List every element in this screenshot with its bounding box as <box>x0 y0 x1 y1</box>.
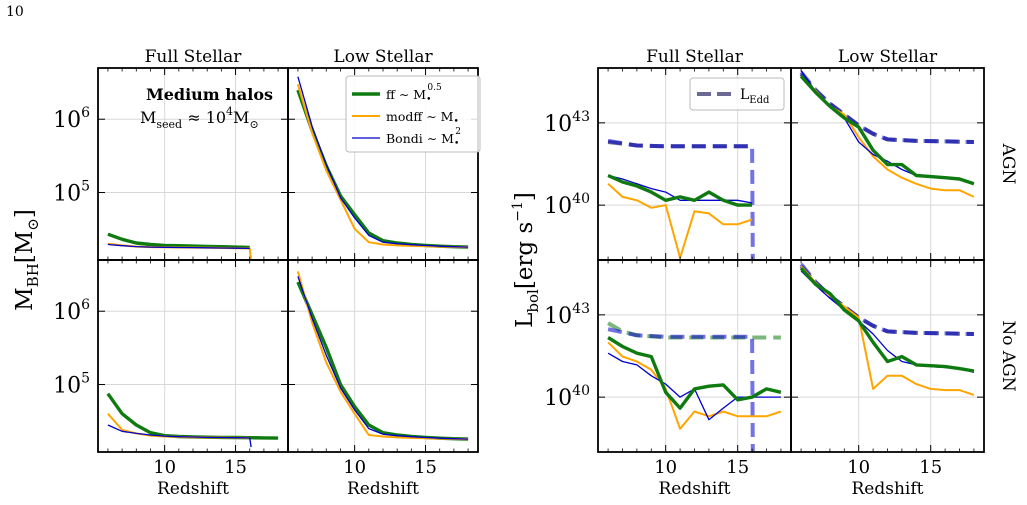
series-line-modff <box>607 341 782 430</box>
column-title: Low Stellar <box>333 47 433 67</box>
series-line-edd_ff <box>799 264 974 336</box>
y-axis-label-mbh: MBH[M⊙] <box>12 209 42 311</box>
series-line-modff <box>607 183 753 259</box>
annotation-title: Medium halos <box>146 85 273 104</box>
column-title: Full Stellar <box>646 47 744 67</box>
x-tick-label: 10 <box>847 457 870 478</box>
series-line-edd_bondi <box>799 70 974 144</box>
x-axis-label: Redshift <box>157 479 229 499</box>
row-label: AGN <box>998 143 1018 185</box>
series-line-bondi <box>800 270 975 374</box>
panel-mbh-r1c0 <box>97 259 289 453</box>
y-tick-label: 1040 <box>544 191 590 219</box>
series-line-edd_bondi <box>799 262 974 336</box>
y-tick-label: 1040 <box>544 383 590 411</box>
y-axis-label-lbol: Lbol[erg s−1] <box>510 192 542 328</box>
y-tick-label: 105 <box>53 371 90 399</box>
legend-label-modff: modff ∼ M• <box>386 109 459 127</box>
series-line-edd_ff <box>799 72 974 144</box>
panel-lbol-r1c1 <box>790 259 985 453</box>
x-axis-label: Redshift <box>347 479 419 499</box>
x-tick-label: 15 <box>224 457 247 478</box>
row-label: No AGN <box>998 320 1018 391</box>
panel-frame <box>597 259 792 453</box>
legend-label-bondi: Bondi ∼ M•2 <box>386 127 461 149</box>
y-tick-label: 106 <box>53 297 90 325</box>
y-tick-label: 105 <box>53 179 90 207</box>
panel-frame <box>97 259 289 453</box>
series-line-ff <box>607 173 753 207</box>
series-line-bondi <box>107 243 250 250</box>
legend-mbh: ff ∼ M•0.5 modff ∼ M•Bondi ∼ M•2 <box>345 75 481 153</box>
series-line-bondi <box>607 352 781 421</box>
series-line-ff <box>296 281 469 441</box>
x-tick-label: 15 <box>726 457 749 478</box>
x-tick-label: 10 <box>153 457 176 478</box>
x-axis-label: Redshift <box>659 479 731 499</box>
panel-lbol-r1c0 <box>597 259 792 453</box>
series-line-bondi <box>107 424 252 448</box>
series-line-ff <box>607 336 782 410</box>
x-tick-label: 10 <box>343 457 366 478</box>
annotation-seed: Mseed ≈ 104M⊙ <box>140 105 259 131</box>
x-axis-label: Redshift <box>852 479 924 499</box>
panel-lbol-r0c1 <box>790 67 985 261</box>
column-title: Full Stellar <box>145 47 243 67</box>
legend-label-ff: ff ∼ M•0.5 <box>386 83 442 105</box>
x-tick-label: 15 <box>414 457 437 478</box>
panel-frame <box>287 259 479 453</box>
page-number: 10 <box>6 4 24 20</box>
x-tick-label: 15 <box>919 457 942 478</box>
legend-box <box>689 77 785 111</box>
series-line-edd_bondi <box>607 138 755 260</box>
series-line-modff <box>296 271 469 441</box>
series-line-ff <box>799 75 975 186</box>
series-line-ff <box>799 267 975 373</box>
column-title: Low Stellar <box>838 47 938 67</box>
series-line-bondi <box>800 70 975 185</box>
series-line-edd_bondi <box>607 327 755 452</box>
legend-lbol: LEdd <box>689 77 785 111</box>
y-tick-label: 1043 <box>544 109 590 137</box>
series-line-ff <box>107 232 250 250</box>
series-line-ff <box>106 392 279 440</box>
series-line-bondi <box>297 76 469 248</box>
legend-label-edd: LEdd <box>740 87 770 106</box>
y-tick-label: 1043 <box>544 301 590 329</box>
series-line-bondi <box>297 276 469 440</box>
x-tick-label: 10 <box>654 457 677 478</box>
panel-mbh-r1c1 <box>287 259 479 453</box>
y-tick-label: 106 <box>53 105 90 133</box>
